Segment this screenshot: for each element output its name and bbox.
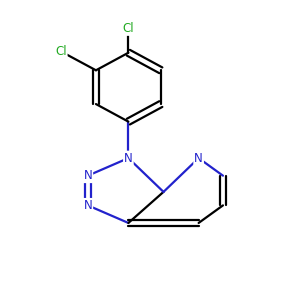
Text: N: N bbox=[83, 169, 92, 182]
Text: Cl: Cl bbox=[55, 45, 67, 58]
Text: N: N bbox=[194, 152, 203, 165]
Text: Cl: Cl bbox=[123, 22, 134, 35]
Text: N: N bbox=[124, 152, 133, 165]
Text: N: N bbox=[83, 199, 92, 212]
